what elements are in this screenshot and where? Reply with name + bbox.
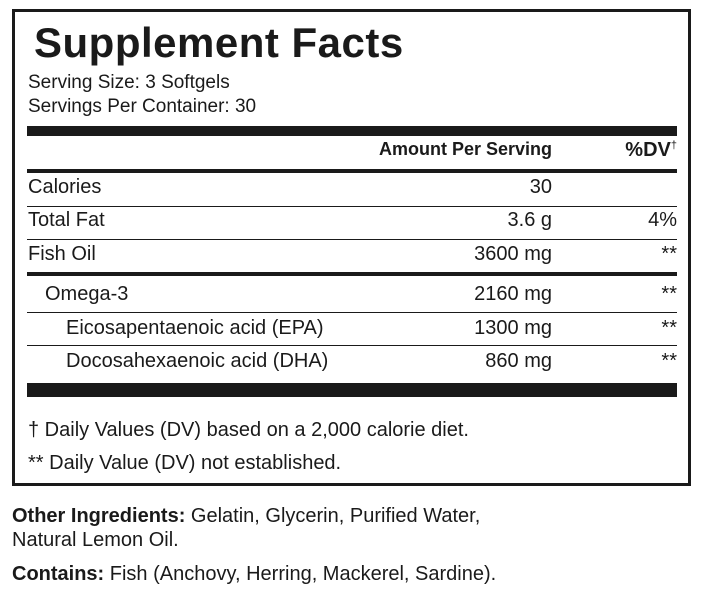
row-amount-dha: 860 mg: [485, 350, 552, 372]
other-ingredients: Other Ingredients: Gelatin, Glycerin, Pu…: [12, 505, 480, 528]
row-amount-total-fat: 3.6 g: [507, 209, 552, 231]
thick-divider-bottom: [27, 383, 677, 397]
other-ingredients-line-2: Natural Lemon Oil.: [12, 529, 179, 551]
divider-header: [27, 169, 677, 173]
other-ingredients-text: Gelatin, Glycerin, Purified Water,: [185, 505, 481, 527]
serving-size: Serving Size: 3 Softgels: [28, 72, 230, 93]
header-amount: Amount Per Serving: [378, 139, 552, 159]
servings-per-container: Servings Per Container: 30: [28, 96, 257, 117]
row-divider: [27, 206, 677, 207]
header-dv-label: %DV: [625, 139, 671, 161]
panel-title: Supplement Facts: [34, 19, 404, 66]
row-amount-fish-oil: 3600 mg: [474, 243, 552, 265]
row-dv-total-fat: 4%: [648, 209, 677, 231]
divider-medium: [27, 272, 677, 276]
row-label-fish-oil: Fish Oil: [28, 243, 96, 265]
footnote-dv-not-established: ** Daily Value (DV) not established.: [28, 452, 342, 474]
row-divider: [27, 239, 677, 240]
row-dv-dha: **: [661, 350, 677, 372]
row-label-calories: Calories: [28, 176, 102, 198]
row-label-total-fat: Total Fat: [28, 209, 105, 231]
header-dv-mark: †: [670, 139, 677, 152]
footnote-dv-basis: † Daily Values (DV) based on a 2,000 cal…: [28, 419, 469, 441]
row-dv-epa: **: [661, 317, 677, 339]
contains-label: Contains:: [12, 563, 105, 585]
thick-divider-top: [27, 126, 677, 136]
row-amount-epa: 1300 mg: [474, 317, 552, 339]
other-ingredients-label: Other Ingredients:: [12, 505, 186, 527]
row-amount-omega-3: 2160 mg: [474, 283, 552, 305]
row-divider: [27, 312, 677, 313]
row-label-epa: Eicosapentaenoic acid (EPA): [66, 317, 324, 339]
row-dv-omega-3: **: [661, 283, 677, 305]
header-dv: %DV†: [625, 139, 677, 162]
row-label-dha: Docosahexaenoic acid (DHA): [66, 350, 329, 372]
contains: Contains: Fish (Anchovy, Herring, Macker…: [12, 563, 496, 586]
row-amount-calories: 30: [529, 176, 552, 198]
row-divider: [27, 345, 677, 346]
supplement-facts-panel: Supplement Facts Serving Size: 3 Softgel…: [12, 9, 691, 486]
contains-text: Fish (Anchovy, Herring, Mackerel, Sardin…: [104, 563, 497, 585]
row-dv-fish-oil: **: [661, 243, 677, 265]
row-label-omega-3: Omega-3: [45, 283, 129, 305]
